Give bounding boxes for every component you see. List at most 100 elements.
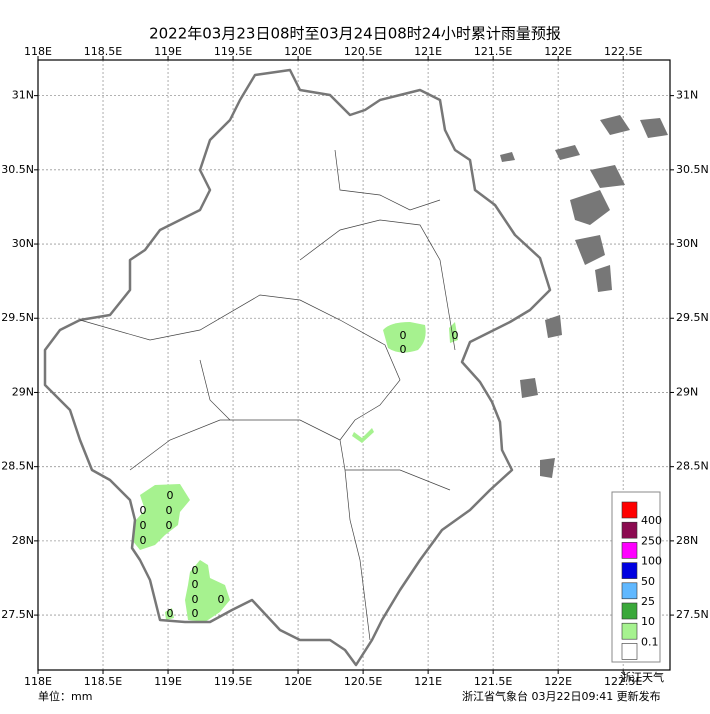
rain-value-label: 0 [400,329,407,342]
tick-labels: 118E 118E 118.5E 118.5E 119E 119E 119.5E 119.5E… [1,45,708,688]
y-tick-label: 29N [676,385,698,398]
islands [500,115,668,478]
island [600,115,630,135]
island [545,315,562,338]
x-tick-label: 118E [24,675,52,688]
y-tick-label: 30.5N [1,163,34,176]
x-tick-label: 121E [414,45,442,58]
watermark: 浙江天气 [620,670,664,684]
boundary [334,149,441,211]
rain-value-label: 0 [140,519,147,532]
rain-value-label: 0 [166,504,173,517]
island [555,145,580,160]
y-tick-label: 31N [676,89,698,102]
legend-swatch [621,582,638,600]
island [595,265,612,292]
legend-swatch [621,521,638,539]
x-tick-label: 121.5E [474,45,512,58]
legend-swatch [621,602,638,620]
rain-value-label: 0 [166,519,173,532]
x-tick-label: 120E [284,675,312,688]
island [575,235,605,265]
map-title: 2022年03月23日08时至03月24日08时24小时累计雨量预报 [149,25,561,43]
y-tick-label: 31N [12,89,34,102]
y-tick-label: 28N [12,534,34,547]
x-tick-label: 119.5E [214,45,252,58]
rain-area [352,428,374,443]
y-tick-label: 30N [12,237,34,250]
rain-value-label: 0 [167,607,174,620]
province-outline [43,68,552,667]
boundary [345,469,451,491]
rain-value-label: 0 [192,593,199,606]
legend-swatch [621,562,638,579]
legend-swatch [621,643,638,660]
x-tick-label: 120.5E [344,675,382,688]
rain-value-label: 0 [140,504,147,517]
x-tick-label: 118.5E [84,45,122,58]
rain-value-label: 0 [140,534,147,547]
x-tick-label: 122.5E [604,45,642,58]
island [640,118,668,138]
publisher-label: 浙江省气象台 03月22日09:41 更新发布 [462,689,661,703]
legend-label: 250 [641,534,662,547]
legend-label: 0.1 [641,635,659,648]
legend-swatch [621,622,638,640]
rain-value-label: 0 [192,578,199,591]
boundary [199,359,231,421]
rain-value-label: 0 [400,343,407,356]
x-tick-label: 120.5E [344,45,382,58]
x-tick-label: 119.5E [214,675,252,688]
island [570,190,610,225]
y-tick-label: 30N [676,237,698,250]
legend-swatch [621,501,638,519]
rain-area [185,560,230,622]
x-tick-label: 122.5E [604,675,642,688]
island [540,458,555,478]
map-frame [37,59,671,671]
x-tick-label: 121.5E [474,675,512,688]
legend-label: 50 [641,575,655,588]
city-boundaries [79,149,456,641]
x-tick-label: 118E [24,45,52,58]
x-tick-label: 119E [154,675,182,688]
legend-label: 400 [641,514,662,527]
legend: 400 250 100 50 25 10 0.1 [621,501,662,660]
x-tick-label: 122E [544,45,572,58]
rain-area [132,484,190,550]
rain-area [383,322,426,353]
legend-label: 10 [641,615,655,628]
y-tick-label: 28.5N [1,460,34,473]
y-tick-label: 28N [676,534,698,547]
rain-area [165,608,174,620]
rain-value-label: 0 [218,593,225,606]
legend-swatch [621,542,638,559]
legend-label: 25 [641,595,655,608]
island [590,165,625,188]
boundary [299,219,456,351]
grid [37,60,670,670]
rain-value-label: 0 [167,489,174,502]
x-tick-label: 120E [284,45,312,58]
boundary [344,469,371,641]
boundary [129,419,341,471]
boundary [79,294,401,471]
rain-value-label: 0 [452,329,459,342]
x-tick-label: 121E [414,675,442,688]
y-tick-label: 27.5N [676,608,709,621]
x-tick-label: 122E [544,675,572,688]
island [500,152,515,162]
x-tick-label: 118.5E [84,675,122,688]
rain-value-label: 0 [192,607,199,620]
y-tick-label: 30.5N [676,163,709,176]
x-tick-label: 119E [154,45,182,58]
y-tick-label: 27.5N [1,608,34,621]
rain-value-label: 0 [192,564,199,577]
unit-label: 单位：mm [38,689,92,703]
y-tick-label: 29N [12,385,34,398]
island [520,378,538,398]
legend-label: 100 [641,555,662,568]
